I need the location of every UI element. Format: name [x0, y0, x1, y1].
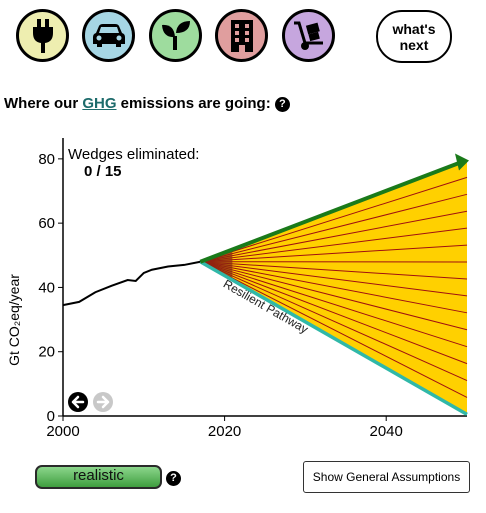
x-tick-label: 2020 [208, 423, 241, 440]
wedge-line [200, 193, 468, 263]
plug-icon [32, 18, 53, 53]
ghg-link[interactable]: GHG [82, 95, 117, 112]
scenario-toggle-button[interactable]: realistic [35, 465, 162, 489]
y-tick-label: 60 [38, 215, 55, 232]
wedge-line [200, 261, 468, 331]
arrow-head [455, 153, 469, 171]
y-tick-label: 20 [38, 344, 55, 361]
sector-button-transportation[interactable] [82, 9, 135, 62]
scenario-help-icon[interactable]: ? [166, 471, 181, 486]
wedge-line [200, 261, 468, 314]
wedge-line [200, 261, 468, 348]
sector-button-electricity[interactable] [16, 9, 69, 62]
car-icon [92, 23, 125, 47]
y-tick-label: 40 [38, 279, 55, 296]
wedge-line [200, 261, 468, 280]
wedge-area [200, 160, 468, 415]
sector-button-materials[interactable] [282, 9, 335, 62]
wedge-line [200, 176, 468, 263]
wedge-origin [200, 249, 233, 281]
heading-help-icon[interactable]: ? [274, 97, 290, 112]
wedges-eliminated-count: 0 / 15 [84, 163, 122, 180]
hand-truck-icon [293, 21, 323, 50]
show-assumptions-label: Show General Assumptions [312, 470, 461, 484]
sector-button-agriculture[interactable] [149, 9, 202, 62]
business-as-usual-line [199, 159, 464, 264]
wedge-line [200, 261, 468, 365]
sector-button-buildings[interactable] [215, 9, 268, 62]
y-tick-label: 80 [38, 151, 55, 168]
wedge-line [200, 210, 468, 263]
x-tick-label: 2040 [370, 423, 403, 440]
whats-next-button[interactable]: what's next [376, 10, 452, 63]
page-heading: Where our GHG emissions are going: ? [4, 95, 290, 112]
y-axis-label: Gt CO₂eq/year [6, 274, 22, 366]
wedge-line [200, 261, 468, 381]
sprout-icon [161, 20, 190, 50]
show-assumptions-button[interactable]: Show General Assumptions [303, 461, 470, 493]
wedges-eliminated-label: Wedges eliminated: [68, 146, 199, 163]
x-tick-label: 2000 [46, 423, 79, 440]
wedge-line [200, 227, 468, 263]
historical-line [62, 260, 201, 307]
emission-lines [62, 153, 469, 416]
wedge-line [200, 244, 468, 263]
whats-next-line1: what's [392, 20, 436, 37]
wedge-line [200, 261, 468, 398]
resilient-pathway-line [199, 260, 468, 416]
heading-prefix: Where our [4, 95, 83, 112]
building-icon [230, 19, 253, 52]
history-forward-button[interactable] [93, 392, 113, 412]
y-tick-label: 0 [47, 408, 55, 425]
whats-next-line2: next [399, 36, 429, 53]
wedge-line [200, 261, 468, 297]
heading-suffix: emissions are going: [116, 95, 271, 112]
history-back-button[interactable] [68, 392, 88, 412]
